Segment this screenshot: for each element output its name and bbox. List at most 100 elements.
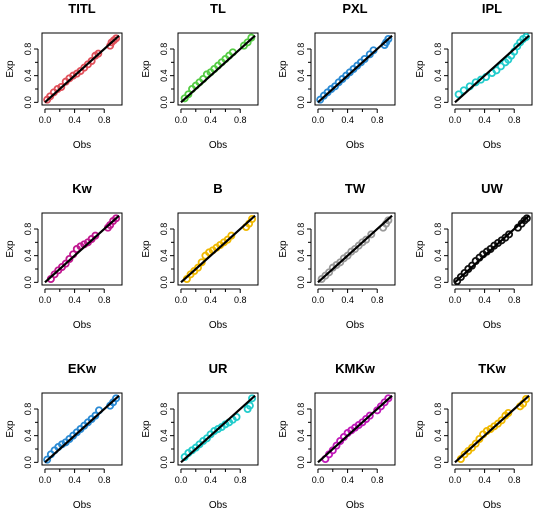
y-tick-label: 0.4	[433, 429, 443, 442]
reference-line	[44, 34, 120, 104]
data-point	[57, 83, 66, 92]
x-axis-label: Obs	[483, 140, 501, 151]
x-tick-label: 0.4	[478, 295, 491, 305]
panel-tkw: TKw 0.0 0.4 0.8 0.0 0.4 0.8 Obs Exp	[415, 361, 533, 511]
y-tick-label: 0.8	[433, 43, 443, 56]
x-tick-label: 0.8	[234, 295, 247, 305]
panel-title: TL	[210, 1, 226, 16]
panel-tw: TW 0.0 0.4 0.8 0.0 0.4 0.8 Obs Exp	[278, 181, 396, 331]
x-axis-label: Obs	[483, 320, 501, 331]
y-axis-label: Exp	[5, 60, 16, 78]
y-tick-label: 0.8	[296, 43, 306, 56]
data-point	[454, 90, 463, 99]
y-axis-label: Exp	[141, 60, 152, 78]
x-axis-label: Obs	[209, 500, 227, 511]
y-tick-label: 0.8	[23, 403, 33, 416]
reference-line	[454, 394, 530, 464]
x-tick-label: 0.0	[449, 475, 462, 485]
x-tick-label: 0.0	[312, 475, 325, 485]
panel-title: KMKw	[335, 361, 376, 376]
x-tick-label: 0.8	[98, 475, 111, 485]
data-point	[505, 230, 514, 239]
panel-ipl: IPL 0.0 0.4 0.8 0.0 0.4 0.8 Obs Exp	[415, 1, 533, 151]
y-tick-label: 0.4	[296, 249, 306, 262]
data-point	[112, 34, 121, 43]
panel-title: IPL	[482, 1, 502, 16]
panel-kmkw: KMKw 0.0 0.4 0.8 0.0 0.4 0.8 Obs Exp	[278, 361, 396, 511]
panel-b: B 0.0 0.4 0.8 0.0 0.4 0.8 Obs Exp	[141, 181, 259, 331]
x-axis-label: Obs	[209, 140, 227, 151]
y-tick-label: 0.0	[23, 456, 33, 469]
y-axis-label: Exp	[278, 420, 289, 438]
y-tick-label: 0.8	[23, 223, 33, 236]
y-axis-label: Exp	[415, 240, 426, 258]
y-tick-label: 0.4	[433, 69, 443, 82]
panel-titl: TITL 0.0 0.4 0.8 0.0 0.4 0.8 Obs Exp	[5, 1, 123, 151]
panel-title: UW	[481, 181, 503, 196]
panel-pxl: PXL 0.0 0.4 0.8 0.0 0.4 0.8 Obs Exp	[278, 1, 396, 151]
x-tick-label: 0.0	[175, 475, 188, 485]
y-tick-label: 0.0	[159, 456, 169, 469]
plot-frame	[451, 392, 533, 466]
y-tick-label: 0.4	[296, 429, 306, 442]
data-point	[94, 49, 103, 58]
data-point	[332, 441, 341, 450]
x-tick-label: 0.4	[341, 295, 354, 305]
plot-frame	[451, 212, 533, 286]
x-axis-label: Obs	[483, 500, 501, 511]
reference-line	[44, 214, 120, 284]
y-axis-label: Exp	[415, 60, 426, 78]
x-tick-label: 0.8	[98, 295, 111, 305]
x-tick-label: 0.0	[312, 115, 325, 125]
data-point	[193, 263, 202, 272]
y-tick-label: 0.0	[433, 96, 443, 109]
y-tick-label: 0.0	[296, 276, 306, 289]
x-tick-label: 0.0	[175, 295, 188, 305]
x-tick-label: 0.4	[341, 115, 354, 125]
plot-frame	[41, 32, 123, 106]
data-point	[384, 35, 393, 44]
reference-line	[317, 34, 393, 104]
x-tick-label: 0.8	[508, 475, 521, 485]
x-tick-label: 0.8	[234, 475, 247, 485]
data-point	[522, 214, 531, 223]
reference-line	[180, 34, 256, 104]
x-tick-label: 0.4	[204, 475, 217, 485]
y-tick-label: 0.8	[433, 223, 443, 236]
y-tick-label: 0.8	[23, 43, 33, 56]
x-tick-label: 0.4	[478, 475, 491, 485]
y-tick-label: 0.8	[159, 403, 169, 416]
x-tick-label: 0.4	[68, 115, 81, 125]
plot-frame	[41, 392, 123, 466]
x-axis-label: Obs	[73, 500, 91, 511]
y-tick-label: 0.8	[296, 403, 306, 416]
panel-title: B	[213, 181, 222, 196]
panel-title: TKw	[478, 361, 506, 376]
x-tick-label: 0.8	[508, 295, 521, 305]
data-point	[245, 401, 254, 410]
reference-line	[454, 214, 530, 284]
y-tick-label: 0.0	[23, 276, 33, 289]
panel-title: UR	[209, 361, 228, 376]
x-tick-label: 0.0	[39, 475, 52, 485]
data-point	[362, 235, 371, 244]
y-tick-label: 0.4	[159, 429, 169, 442]
plot-frame	[177, 212, 259, 286]
y-tick-label: 0.4	[23, 429, 33, 442]
y-tick-label: 0.4	[159, 69, 169, 82]
panel-uw: UW 0.0 0.4 0.8 0.0 0.4 0.8 Obs Exp	[415, 181, 533, 331]
plot-frame	[177, 392, 259, 466]
y-tick-label: 0.0	[23, 96, 33, 109]
x-axis-label: Obs	[346, 140, 364, 151]
panel-kw: Kw 0.0 0.4 0.8 0.0 0.4 0.8 Obs Exp	[5, 181, 123, 331]
plot-frame	[41, 212, 123, 286]
panel-ur: UR 0.0 0.4 0.8 0.0 0.4 0.8 Obs Exp	[141, 361, 259, 511]
y-axis-label: Exp	[5, 240, 16, 258]
y-tick-label: 0.0	[159, 276, 169, 289]
x-tick-label: 0.0	[175, 115, 188, 125]
y-tick-label: 0.8	[296, 223, 306, 236]
plot-frame	[314, 212, 396, 286]
x-tick-label: 0.8	[508, 115, 521, 125]
x-tick-label: 0.0	[312, 295, 325, 305]
reference-line	[44, 394, 120, 464]
